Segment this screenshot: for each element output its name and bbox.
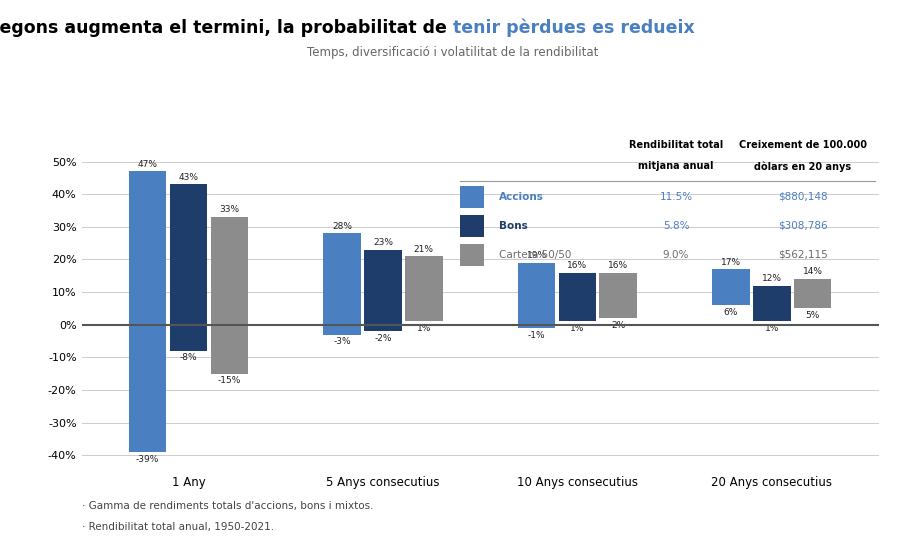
Bar xyxy=(210,217,248,373)
Text: -8%: -8% xyxy=(179,353,198,363)
Text: · Gamma de rendiments totals d'accions, bons i mixtos.: · Gamma de rendiments totals d'accions, … xyxy=(82,501,373,511)
Bar xyxy=(559,273,596,321)
Bar xyxy=(600,273,637,318)
Text: 2%: 2% xyxy=(612,321,625,330)
Text: 16%: 16% xyxy=(567,261,587,270)
Bar xyxy=(518,263,555,328)
Text: 17%: 17% xyxy=(721,257,741,267)
Text: 47%: 47% xyxy=(138,160,158,169)
Bar xyxy=(169,184,207,351)
Text: -2%: -2% xyxy=(374,334,391,343)
Bar xyxy=(323,234,361,334)
Bar xyxy=(364,250,401,331)
Bar xyxy=(712,269,750,305)
Text: -1%: -1% xyxy=(528,331,545,340)
Bar xyxy=(794,279,832,308)
Text: 19%: 19% xyxy=(526,251,546,260)
Text: 1%: 1% xyxy=(570,324,584,333)
Text: 14%: 14% xyxy=(803,267,823,276)
Text: Temps, diversificació i volatilitat de la rendibilitat: Temps, diversificació i volatilitat de l… xyxy=(307,46,599,59)
Bar xyxy=(405,256,442,321)
Text: -3%: -3% xyxy=(333,337,351,346)
Text: -15%: -15% xyxy=(217,376,241,385)
Text: 28%: 28% xyxy=(333,222,352,231)
Bar xyxy=(129,171,167,452)
Text: 21%: 21% xyxy=(414,244,434,254)
Text: 33%: 33% xyxy=(219,205,239,215)
Text: 23%: 23% xyxy=(373,238,393,247)
Text: 1%: 1% xyxy=(417,324,431,333)
Text: 5%: 5% xyxy=(805,311,820,320)
Text: 12%: 12% xyxy=(762,274,782,283)
Text: 6%: 6% xyxy=(724,308,738,317)
Text: -39%: -39% xyxy=(136,455,159,463)
Text: 1%: 1% xyxy=(765,324,779,333)
Text: tenir pèrdues es redueix: tenir pèrdues es redueix xyxy=(453,19,695,37)
Text: 16%: 16% xyxy=(608,261,628,270)
Text: · Rendibilitat total anual, 1950-2021.: · Rendibilitat total anual, 1950-2021. xyxy=(82,522,274,532)
Text: Segons augmenta el termini, la probabilitat de: Segons augmenta el termini, la probabili… xyxy=(0,19,453,37)
Text: 43%: 43% xyxy=(178,173,198,182)
Bar xyxy=(753,286,791,321)
